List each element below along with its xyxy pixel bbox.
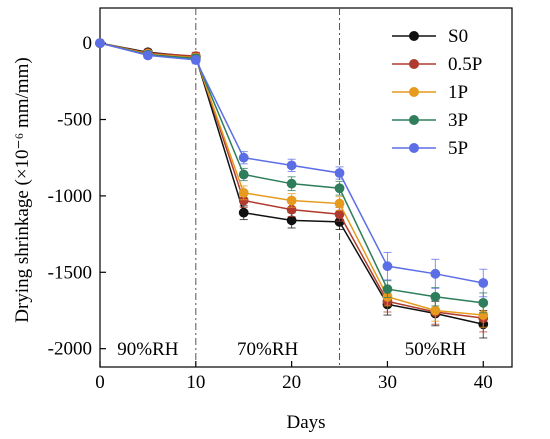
y-axis-ticks: 0 -500 -1000 -1500 -2000 [48, 33, 106, 360]
legend-label: 1P [448, 82, 468, 103]
data-point [430, 268, 441, 279]
legend-swatch-marker [409, 115, 419, 125]
legend: S0 0.5P 1P 3P 5P [392, 26, 482, 159]
x-axis-title: Days [286, 412, 325, 433]
legend-swatch-marker [409, 87, 419, 97]
x-tick-label: 30 [378, 372, 397, 393]
region-labels: 90%RH 70%RH 50%RH [117, 339, 466, 360]
x-tick-label: 20 [282, 372, 301, 393]
data-point [334, 198, 345, 209]
y-tick-label: -1000 [48, 186, 92, 207]
data-point [286, 195, 297, 206]
region-label: 50%RH [405, 339, 467, 360]
legend-item-1P: 1P [392, 82, 468, 103]
legend-swatch-marker [409, 31, 419, 41]
legend-item-S0: S0 [392, 26, 468, 47]
legend-item-3P: 3P [392, 110, 468, 131]
data-point [382, 284, 393, 294]
data-point [286, 215, 297, 226]
legend-swatch-marker [409, 59, 419, 69]
plot-frame [99, 7, 513, 368]
legend-label: 3P [448, 110, 468, 131]
phase-dividers [195, 8, 341, 367]
legend-label: 5P [448, 138, 468, 159]
x-axis-ticks: 0 10 20 30 40 [95, 361, 493, 393]
y-tick-label: -1500 [48, 262, 92, 283]
series-line [99, 42, 484, 304]
x-tick-label: 10 [186, 372, 205, 393]
data-point [430, 305, 441, 316]
data-point [238, 207, 249, 218]
data-point [430, 291, 441, 302]
x-tick-label: 40 [474, 372, 493, 393]
y-tick-label: 0 [83, 33, 93, 54]
data-point [478, 278, 489, 288]
region-label: 90%RH [117, 339, 179, 360]
data-point [238, 152, 249, 163]
data-point [478, 297, 489, 308]
data-point [143, 50, 153, 61]
x-tick-label: 0 [95, 372, 105, 393]
y-tick-label: -500 [57, 110, 92, 131]
data-point [238, 187, 249, 198]
series-layer [95, 38, 489, 339]
data-point [95, 38, 105, 49]
region-label: 70%RH [237, 339, 299, 360]
series-3P [95, 38, 489, 314]
legend-swatch-marker [409, 143, 419, 153]
legend-item-5P: 5P [392, 138, 468, 159]
y-axis-title: Drying shrinkage (×10⁻⁶ mm/mm) [12, 57, 33, 322]
y-tick-label: -2000 [48, 339, 92, 360]
data-point [382, 261, 393, 272]
legend-label: S0 [448, 26, 468, 47]
data-point [238, 169, 249, 180]
data-point [334, 168, 345, 178]
legend-label: 0.5P [448, 54, 482, 75]
data-point [286, 160, 297, 171]
data-point [190, 55, 201, 65]
data-point [334, 183, 345, 194]
legend-item-0.5P: 0.5P [392, 54, 482, 75]
data-point [286, 178, 297, 189]
series-5P [95, 38, 489, 298]
